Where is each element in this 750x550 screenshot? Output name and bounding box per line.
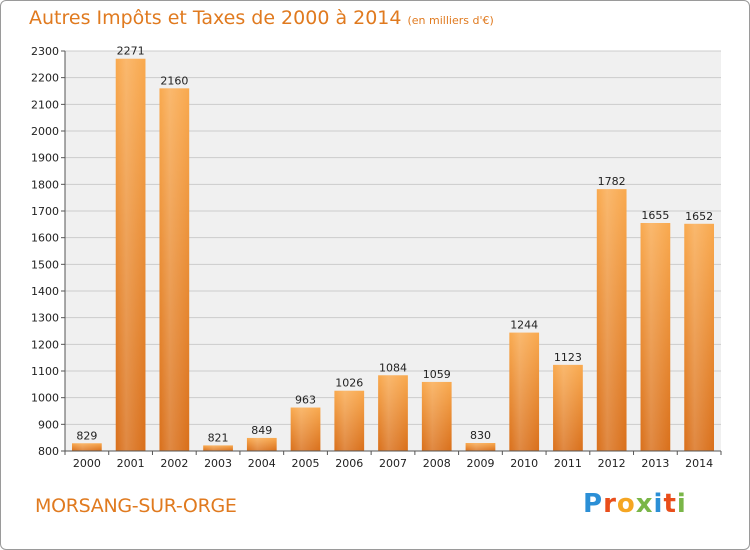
logo-letter: t xyxy=(663,489,677,519)
value-label: 821 xyxy=(208,431,229,444)
bar-shine xyxy=(290,407,321,451)
y-tick-label: 1700 xyxy=(31,205,59,218)
value-label: 830 xyxy=(470,429,491,442)
y-tick-label: 1900 xyxy=(31,152,59,165)
bar-shine xyxy=(596,189,627,451)
y-tick-label: 1000 xyxy=(31,392,59,405)
x-tick-label: 2001 xyxy=(117,457,145,470)
y-tick-label: 1500 xyxy=(31,258,59,271)
bar-shine xyxy=(71,443,102,451)
bar-shine xyxy=(115,58,146,451)
y-tick-label: 2000 xyxy=(31,125,59,138)
value-label: 963 xyxy=(295,394,316,407)
value-label: 2271 xyxy=(117,45,145,58)
x-tick-label: 2006 xyxy=(335,457,363,470)
y-tick-label: 900 xyxy=(38,418,59,431)
x-tick-label: 2007 xyxy=(379,457,407,470)
y-tick-label: 800 xyxy=(38,445,59,458)
logo-letter: x xyxy=(635,489,654,519)
y-tick-label: 2100 xyxy=(31,98,59,111)
logo-letter: P xyxy=(583,489,604,519)
town-name: MORSANG-SUR-ORGE xyxy=(35,495,237,517)
y-tick-label: 1200 xyxy=(31,338,59,351)
logo-letter: i xyxy=(653,489,664,519)
value-label: 1123 xyxy=(554,351,582,364)
x-tick-label: 2000 xyxy=(73,457,101,470)
bar-shine xyxy=(553,364,583,451)
value-label: 2160 xyxy=(160,74,188,87)
x-tick-label: 2014 xyxy=(685,457,713,470)
x-tick-label: 2013 xyxy=(641,457,669,470)
chart-subtitle: (en milliers d'€) xyxy=(407,14,494,27)
chart-title: Autres Impôts et Taxes de 2000 à 2014 xyxy=(29,7,402,29)
y-tick-label: 1800 xyxy=(31,178,59,191)
bar-shine xyxy=(421,381,452,451)
chart-title-block: Autres Impôts et Taxes de 2000 à 2014 (en… xyxy=(29,7,494,29)
proxiti-logo: Proxiti xyxy=(583,489,687,519)
y-tick-label: 1600 xyxy=(31,232,59,245)
value-label: 1655 xyxy=(641,209,669,222)
logo-letter: r xyxy=(603,489,617,519)
y-tick-label: 1400 xyxy=(31,285,59,298)
y-tick-label: 1300 xyxy=(31,312,59,325)
x-tick-label: 2012 xyxy=(598,457,626,470)
x-tick-label: 2008 xyxy=(423,457,451,470)
x-tick-label: 2002 xyxy=(160,457,188,470)
y-tick-label: 2200 xyxy=(31,72,59,85)
value-label: 1244 xyxy=(510,319,538,332)
value-label: 829 xyxy=(76,429,97,442)
x-tick-label: 2011 xyxy=(554,457,582,470)
x-tick-label: 2004 xyxy=(248,457,276,470)
logo-letter: o xyxy=(616,489,636,519)
value-label: 1652 xyxy=(685,210,713,223)
y-tick-label: 2300 xyxy=(31,45,59,58)
y-tick-label: 1100 xyxy=(31,365,59,378)
bar-shine xyxy=(159,88,190,451)
value-label: 849 xyxy=(251,424,272,437)
bar-shine xyxy=(246,437,277,451)
bar-shine xyxy=(509,332,540,451)
bar-shine xyxy=(684,223,715,451)
value-label: 1084 xyxy=(379,361,407,374)
logo-letter: i xyxy=(676,489,687,519)
bar-shine xyxy=(378,375,408,451)
value-label: 1026 xyxy=(335,377,363,390)
bar-shine xyxy=(203,445,233,451)
bar-shine xyxy=(334,390,365,451)
x-tick-label: 2009 xyxy=(466,457,494,470)
bar-shine xyxy=(465,443,496,451)
x-tick-label: 2010 xyxy=(510,457,538,470)
x-tick-label: 2003 xyxy=(204,457,232,470)
bar-shine xyxy=(640,223,671,451)
value-label: 1782 xyxy=(598,175,626,188)
value-label: 1059 xyxy=(423,368,451,381)
x-tick-label: 2005 xyxy=(292,457,320,470)
